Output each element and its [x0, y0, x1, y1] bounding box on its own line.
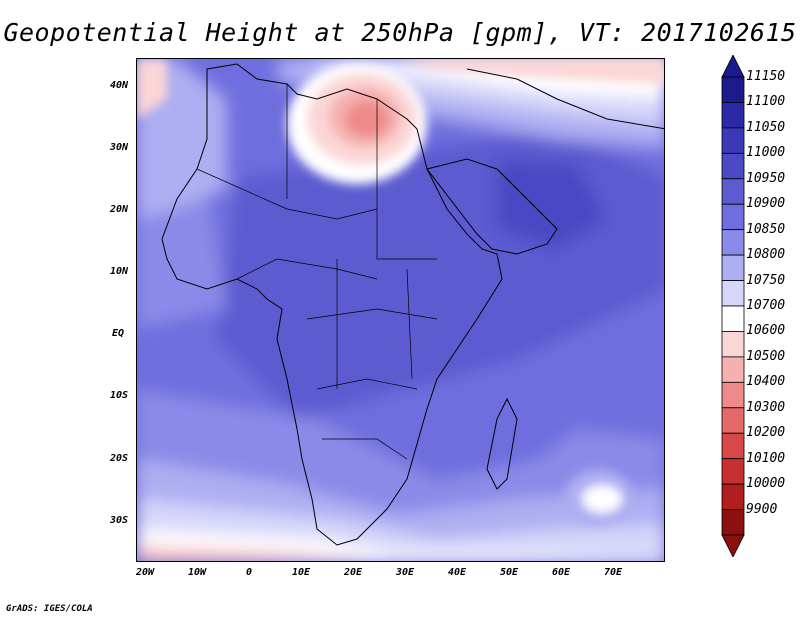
- colorbar-label: 11150: [746, 69, 786, 84]
- lat-label-eq: EQ: [111, 328, 124, 339]
- lon-label-70e: 70E: [603, 567, 623, 578]
- border-4: [236, 258, 378, 280]
- colorbar-swatch: [721, 102, 745, 129]
- colorbar-swatch: [721, 509, 745, 536]
- lat-label-20n: 20N: [109, 204, 128, 215]
- colorbar-swatch: [721, 483, 745, 510]
- colorbar-label: 10900: [746, 196, 786, 212]
- colorbar-bottom-arrow: [721, 534, 745, 557]
- colorbar-label: 10750: [746, 272, 786, 288]
- arabia-coast: [426, 158, 558, 255]
- lon-label-20w: 20W: [135, 567, 155, 578]
- colorbar-label: 10300: [746, 399, 786, 415]
- colorbar-swatch: [721, 229, 745, 256]
- colorbar-label: 10100: [746, 450, 786, 466]
- colorbar-swatch: [721, 152, 745, 180]
- colorbar-label: 10850: [746, 221, 786, 237]
- colorbar-swatch: [721, 280, 745, 307]
- lon-label-50e: 50E: [499, 567, 519, 578]
- lat-label-20s: 20S: [109, 453, 128, 464]
- colorbar-swatch: [721, 458, 745, 485]
- colorbar-top-arrow: [721, 55, 745, 78]
- colorbar-label: 10700: [746, 298, 786, 313]
- colorbar-label: 10200: [746, 425, 786, 441]
- colorbar-swatch: [721, 407, 745, 434]
- lat-label-10n: 10N: [109, 266, 128, 277]
- map-panel: [136, 58, 665, 562]
- atlantic-light-band: [137, 179, 227, 329]
- colorbar-label: 11050: [746, 119, 786, 135]
- border-3: [376, 99, 437, 260]
- lat-label-10s: 10S: [109, 390, 128, 401]
- northwest-corner: [137, 59, 167, 119]
- lon-label-60e: 60E: [551, 567, 571, 578]
- colorbar-label: 11100: [746, 94, 786, 110]
- colorbar-swatch: [721, 178, 745, 205]
- border-7: [322, 438, 408, 460]
- coastlines: [161, 63, 664, 546]
- lon-label-10e: 10E: [291, 567, 311, 578]
- lat-label-30s: 30S: [109, 515, 128, 526]
- lon-label-20e: 20E: [343, 567, 363, 578]
- grads-credit: GrADS: IGES/COLA: [6, 604, 93, 614]
- north-edge-10600: [397, 59, 664, 84]
- colorbar-label: 10500: [746, 348, 786, 364]
- colorbar-label: 9900: [746, 501, 778, 517]
- colorbar: [721, 55, 745, 557]
- southeast-white-cell: [582, 485, 622, 513]
- colorbar-swatch: [721, 76, 745, 103]
- colorbar-swatch: [721, 305, 745, 332]
- geopotential-field: [137, 59, 664, 561]
- colorbar-swatch: [721, 331, 745, 358]
- height-max-arabia: [497, 159, 607, 249]
- lon-label-30e: 30E: [395, 567, 415, 578]
- colorbar-swatch: [721, 203, 745, 231]
- madagascar-coast: [486, 397, 518, 490]
- border-5: [306, 308, 438, 320]
- lat-label-30n: 30N: [109, 142, 128, 153]
- colorbar-swatch: [721, 254, 745, 281]
- country-borders: [196, 84, 438, 460]
- colorbar-label: 10950: [746, 170, 786, 186]
- trough-10400: [345, 101, 389, 137]
- border-6: [316, 378, 418, 390]
- lon-label-40e: 40E: [447, 567, 467, 578]
- colorbar-label: 10600: [746, 323, 786, 339]
- southern-band-10500: [137, 554, 282, 561]
- map-title: Geopotential Height at 250hPa [gpm], VT:…: [3, 18, 797, 47]
- colorbar-swatch: [721, 432, 745, 460]
- colorbar-label: 10400: [746, 374, 786, 390]
- lat-label-40n: 40N: [109, 80, 128, 91]
- asia-coast: [466, 68, 664, 130]
- border-1: [196, 168, 378, 220]
- colorbar-label: 11000: [746, 145, 786, 161]
- colorbar-swatch: [721, 127, 745, 154]
- colorbar-label: 10800: [746, 247, 786, 263]
- lon-label-10w: 10W: [187, 567, 207, 578]
- border-9: [406, 268, 413, 380]
- africa-coast: [161, 63, 503, 546]
- colorbar-label: 10000: [746, 476, 786, 492]
- lon-label-0: 0: [245, 567, 253, 578]
- colorbar-swatch: [721, 381, 745, 409]
- colorbar-swatch: [721, 356, 745, 383]
